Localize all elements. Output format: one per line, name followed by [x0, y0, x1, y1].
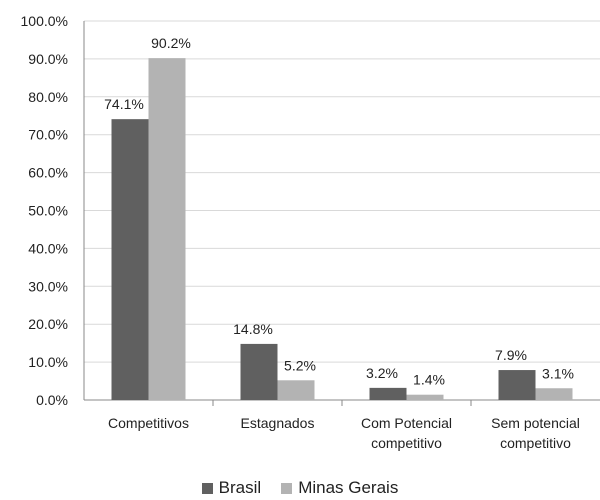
bar-brasil — [240, 343, 278, 400]
y-tick-label: 90.0% — [28, 51, 68, 67]
x-tick-label-line: competitivo — [500, 435, 571, 451]
y-tick-label: 10.0% — [28, 354, 68, 370]
data-label: 3.1% — [542, 365, 574, 381]
x-tick-label: Estagnados — [241, 415, 315, 431]
y-tick-label: 20.0% — [28, 316, 68, 332]
bar-brasil — [498, 370, 536, 400]
legend-item-minas-gerais: Minas Gerais — [281, 478, 398, 498]
x-tick-label: Com Potencial competitivo — [361, 415, 452, 451]
legend: Brasil Minas Gerais — [0, 478, 600, 498]
y-tick-label: 30.0% — [28, 278, 68, 294]
data-label: 1.4% — [413, 372, 445, 388]
bar-minas-gerais — [406, 394, 444, 400]
chart-plot: 0.0% 10.0% 20.0% 30.0% 40.0% 50.0% 60.0% 70.0% 8… — [21, 13, 600, 451]
data-label: 7.9% — [495, 347, 527, 363]
legend-swatch-minas-gerais — [281, 482, 293, 494]
bar-minas-gerais — [535, 388, 573, 400]
legend-item-brasil: Brasil — [201, 478, 262, 498]
y-tick-label: 0.0% — [36, 392, 68, 408]
y-tick-label: 70.0% — [28, 127, 68, 143]
y-tick-label: 60.0% — [28, 165, 68, 181]
legend-label-brasil: Brasil — [218, 478, 262, 497]
bar-minas-gerais — [148, 58, 186, 400]
data-label: 74.1% — [104, 96, 144, 112]
data-label: 14.8% — [233, 321, 273, 337]
x-tick-label-line: competitivo — [371, 435, 442, 451]
bar-minas-gerais — [277, 380, 315, 400]
x-tick-label: Competitivos — [108, 415, 189, 431]
x-tick-label-line: Com Potencial — [361, 415, 452, 431]
data-label: 3.2% — [366, 365, 398, 381]
x-tick-label-line: Estagnados — [241, 415, 315, 431]
data-label: 90.2% — [151, 35, 191, 51]
bar-brasil — [369, 387, 407, 400]
y-tick-label: 80.0% — [28, 89, 68, 105]
data-label: 5.2% — [284, 357, 316, 373]
y-tick-label: 100.0% — [21, 13, 68, 29]
legend-swatch-brasil — [201, 482, 213, 494]
y-tick-label: 50.0% — [28, 203, 68, 219]
x-tick-label-line: Sem potencial — [491, 415, 580, 431]
x-tick-label: Sem potencial competitivo — [491, 415, 580, 451]
x-tick-label-line: Competitivos — [108, 415, 189, 431]
y-tick-label: 40.0% — [28, 240, 68, 256]
legend-label-minas-gerais: Minas Gerais — [298, 478, 399, 497]
bar-brasil — [111, 119, 149, 400]
